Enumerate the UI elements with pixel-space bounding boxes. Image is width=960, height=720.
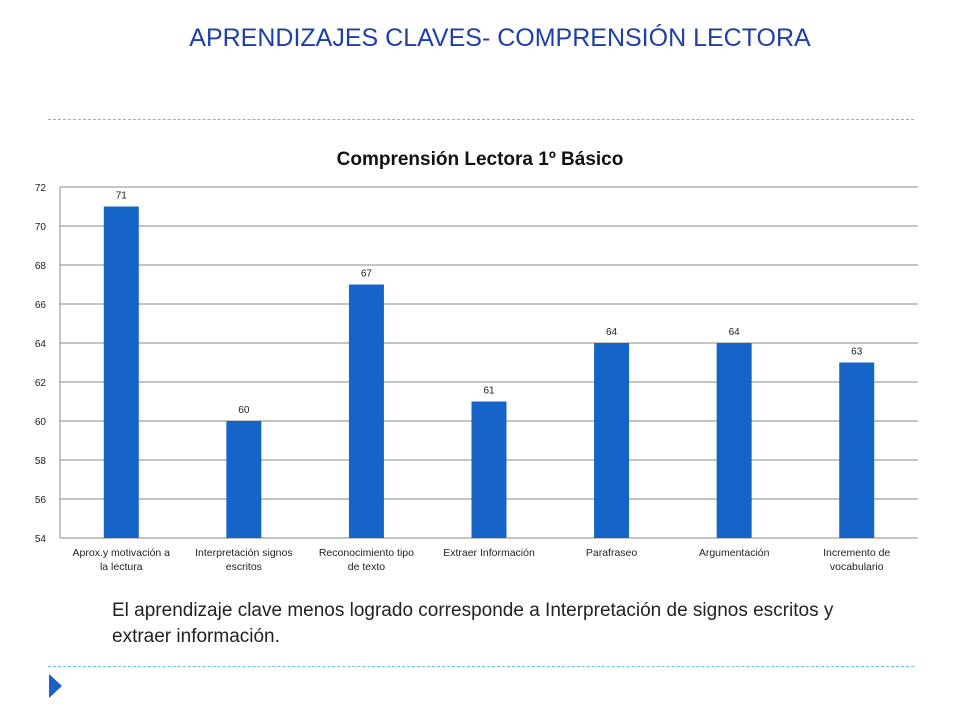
bar <box>839 362 875 538</box>
data-label: 67 <box>361 269 373 280</box>
bar-chart: Comprensión Lectora 1º Básico 54 56 58 60 62… <box>0 130 960 590</box>
data-label: 64 <box>729 327 741 338</box>
y-tick-label: 56 <box>35 495 47 506</box>
y-tick-label: 54 <box>35 534 47 545</box>
y-tick-label: 58 <box>35 456 47 467</box>
data-labels: 71 60 67 61 64 64 63 <box>116 191 863 417</box>
slide-title: APRENDIZAJES CLAVES- COMPRENSIÓN LECTORA <box>189 24 811 52</box>
y-tick-label: 62 <box>35 378 47 389</box>
bar <box>348 284 384 538</box>
x-tick-label: Parafraseo <box>586 547 638 559</box>
x-tick-label: Interpretación signos escritos <box>195 547 292 573</box>
y-tick-label: 60 <box>35 417 47 428</box>
data-label: 60 <box>238 405 250 416</box>
y-tick-label: 68 <box>35 261 47 272</box>
y-tick-label: 70 <box>35 222 47 233</box>
x-tick-label: Aprox.y motivación a la lectura <box>73 547 171 573</box>
bottom-divider <box>48 666 914 667</box>
x-tick-label: Incremento de vocabulario <box>823 547 890 573</box>
x-axis-ticks: Aprox.y motivación a la lectura Interpreta… <box>73 547 891 573</box>
y-tick-label: 66 <box>35 300 47 311</box>
bar <box>226 421 262 538</box>
top-divider <box>48 119 914 120</box>
bar <box>594 343 630 538</box>
data-label: 71 <box>116 191 128 202</box>
x-tick-label: Reconocimiento tipo de texto <box>319 547 414 573</box>
bars <box>103 206 875 538</box>
data-label: 64 <box>606 327 618 338</box>
x-tick-label: Extraer Información <box>443 547 535 559</box>
y-tick-label: 72 <box>35 183 47 194</box>
chart-title: Comprensión Lectora 1º Básico <box>337 149 624 170</box>
slide-caption: El aprendizaje clave menos logrado corre… <box>112 600 834 647</box>
bar <box>471 401 507 538</box>
y-tick-label: 64 <box>35 339 47 350</box>
x-tick-label: Argumentación <box>699 547 770 559</box>
bar <box>103 206 139 538</box>
bar <box>716 343 752 538</box>
chart-svg: Comprensión Lectora 1º Básico 54 56 58 60 62… <box>35 149 918 573</box>
triangle-arrow-icon <box>49 674 62 698</box>
y-axis-ticks: 54 56 58 60 62 64 66 68 70 72 <box>35 183 47 545</box>
gridlines <box>59 186 918 539</box>
data-label: 63 <box>851 347 863 358</box>
data-label: 61 <box>483 386 495 397</box>
